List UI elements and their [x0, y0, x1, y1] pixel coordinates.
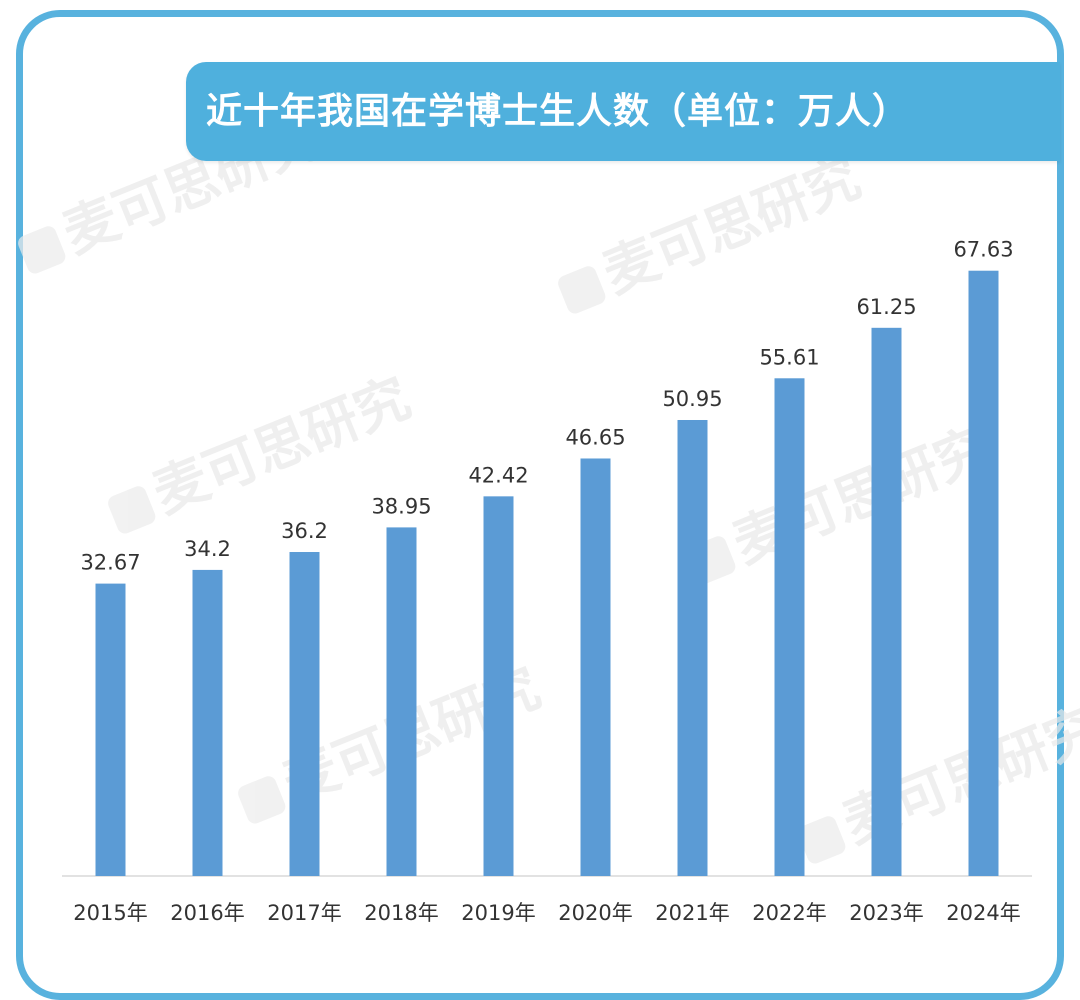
x-tick-label: 2018年 [364, 901, 438, 925]
x-tick-label: 2015年 [73, 901, 147, 925]
bar-2015年 [95, 583, 126, 876]
x-tick-label: 2022年 [752, 901, 826, 925]
bar-2022年 [774, 378, 805, 876]
data-label: 50.95 [662, 387, 722, 411]
data-label: 67.63 [953, 238, 1013, 262]
bar-2017年 [289, 552, 320, 876]
data-label: 36.2 [281, 519, 328, 543]
x-tick-label: 2023年 [849, 901, 923, 925]
bar-2024年 [968, 270, 999, 876]
bar-chart: 32.67 2015年 34.2 2016年 36.2 2017年 38.95 2018年 42… [62, 238, 1032, 925]
bar-2023年 [871, 327, 902, 876]
data-label: 32.67 [80, 551, 140, 575]
x-tick-label: 2016年 [170, 901, 244, 925]
x-tick-label: 2017年 [267, 901, 341, 925]
x-tick-label: 2020年 [558, 901, 632, 925]
data-label: 55.61 [759, 345, 819, 369]
title-banner: 近十年我国在学博士生人数（单位：万人） [186, 62, 1060, 161]
data-label: 42.42 [468, 463, 528, 487]
bar-2021年 [677, 419, 708, 876]
x-tick-label: 2019年 [461, 901, 535, 925]
data-label: 38.95 [371, 494, 431, 518]
x-tick-label: 2024年 [946, 901, 1020, 925]
bar-2016年 [192, 569, 223, 876]
data-label: 46.65 [565, 425, 625, 449]
x-tick-label: 2021年 [655, 901, 729, 925]
data-label: 61.25 [856, 295, 916, 319]
bar-2020年 [580, 458, 611, 876]
data-label: 34.2 [184, 537, 231, 561]
chart-title: 近十年我国在学博士生人数（单位：万人） [206, 91, 910, 132]
bar-2019年 [483, 496, 514, 876]
bar-2018年 [386, 527, 417, 876]
